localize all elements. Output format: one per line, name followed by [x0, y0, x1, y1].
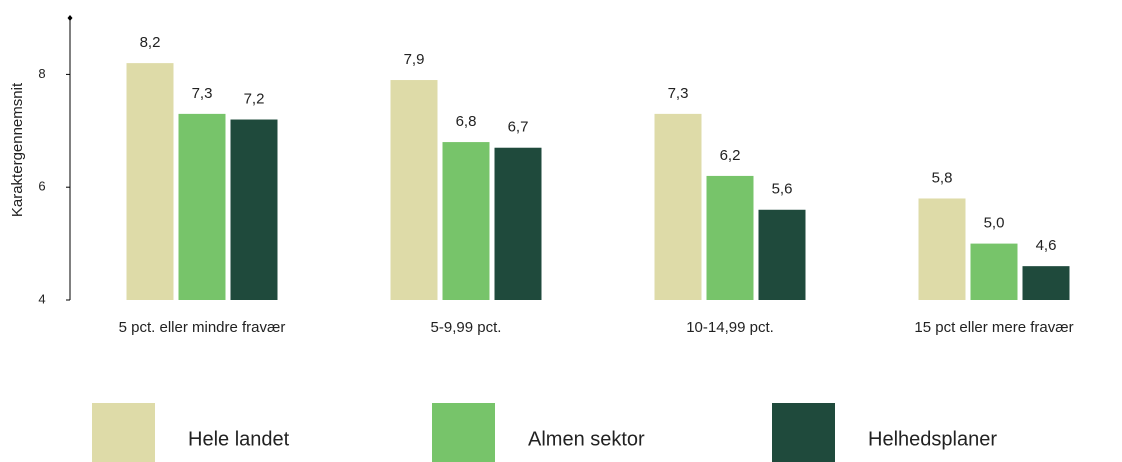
- bar: [178, 113, 226, 300]
- value-label: 7,3: [192, 85, 213, 102]
- x-tick-label: 5 pct. eller mindre fravær: [119, 319, 286, 336]
- x-tick-label: 15 pct eller mere fravær: [914, 319, 1073, 336]
- legend-label: Helhedsplaner: [868, 428, 997, 450]
- y-axis-label: Karaktergennemsnit: [9, 82, 26, 217]
- value-label: 7,9: [404, 51, 425, 68]
- x-tick-label: 10-14,99 pct.: [686, 319, 774, 336]
- bar: [654, 113, 702, 300]
- bar: [706, 175, 754, 300]
- value-label: 6,8: [456, 113, 477, 130]
- y-tick-label: 6: [38, 179, 45, 194]
- bar: [758, 209, 806, 300]
- bar: [1022, 266, 1070, 300]
- value-label: 6,7: [508, 119, 529, 136]
- bar: [442, 142, 490, 300]
- value-label: 7,2: [244, 90, 265, 107]
- bar: [230, 119, 278, 301]
- value-label: 8,2: [140, 34, 161, 51]
- bar: [390, 80, 438, 300]
- x-tick-label: 5-9,99 pct.: [431, 319, 502, 336]
- y-tick-label: 8: [38, 66, 45, 81]
- value-label: 5,6: [772, 181, 793, 198]
- legend-label: Almen sektor: [528, 428, 645, 450]
- bar: [126, 63, 174, 301]
- legend-swatch: [772, 403, 835, 462]
- legend-label: Hele landet: [188, 428, 290, 450]
- axis-arrow: [67, 15, 73, 21]
- bar: [918, 198, 966, 300]
- value-label: 4,6: [1036, 237, 1057, 254]
- legend-swatch: [92, 403, 155, 462]
- value-label: 7,3: [668, 85, 689, 102]
- value-label: 5,0: [984, 215, 1005, 232]
- bar: [494, 147, 542, 300]
- value-label: 5,8: [932, 169, 953, 186]
- value-label: 6,2: [720, 147, 741, 164]
- y-tick-label: 4: [38, 291, 45, 306]
- legend-swatch: [432, 403, 495, 462]
- bar: [970, 243, 1018, 300]
